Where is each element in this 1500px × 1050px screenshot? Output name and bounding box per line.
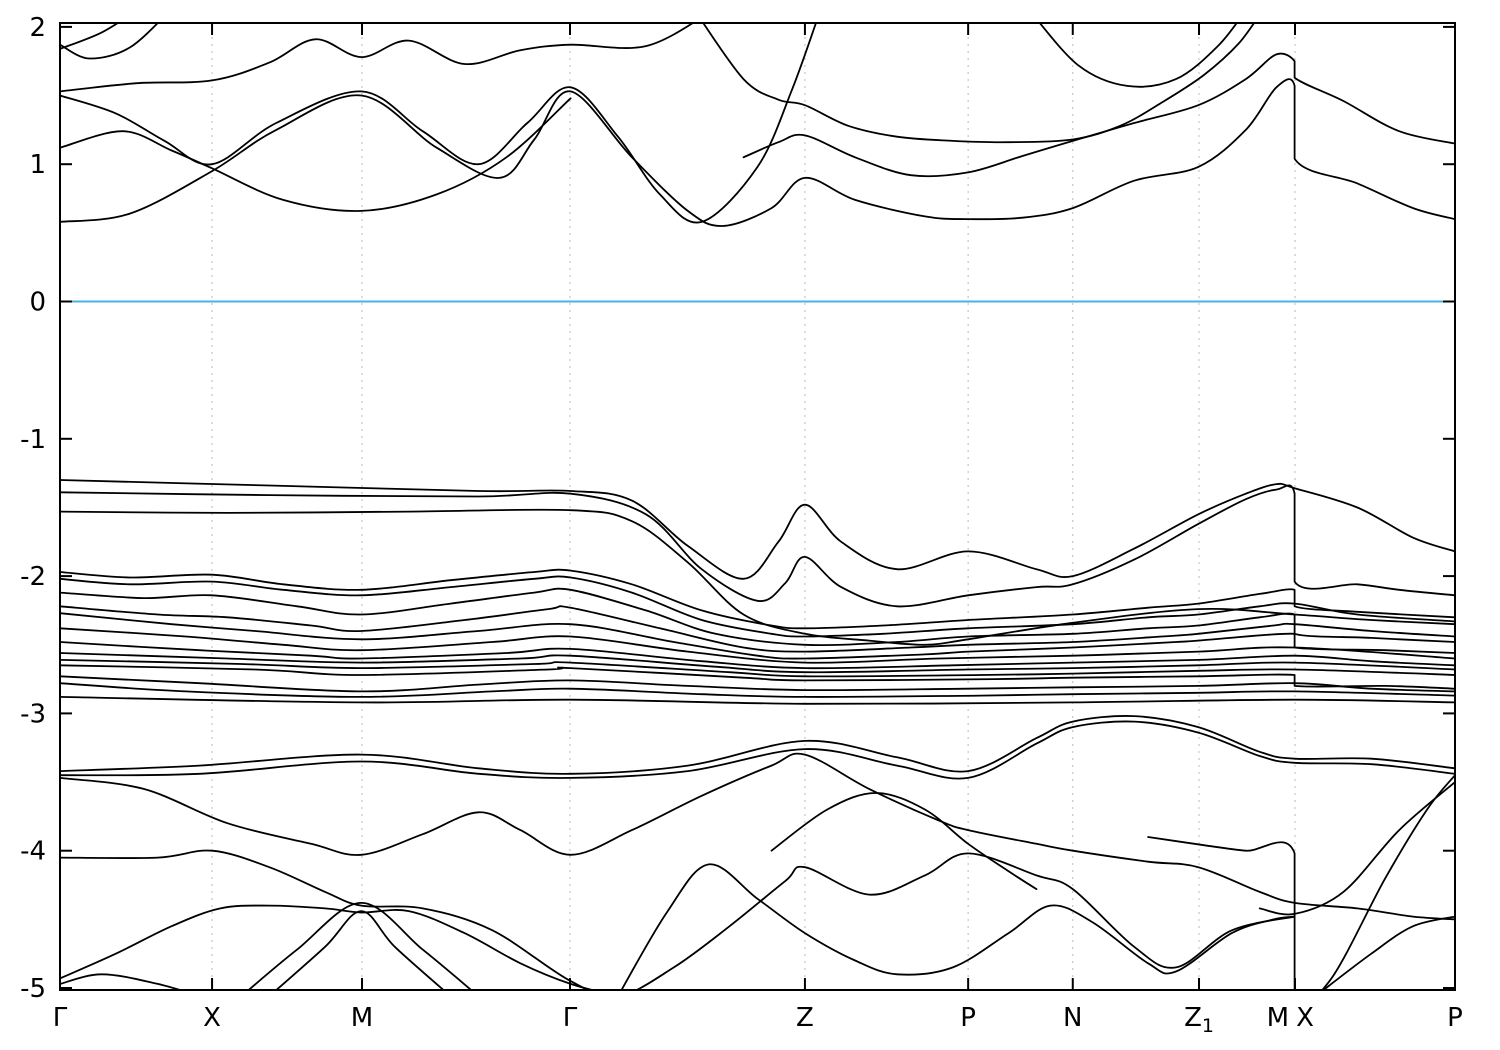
k-gridlines: [211, 23, 1296, 990]
band-line: [620, 863, 1296, 990]
band-line: [60, 641, 1455, 670]
k-point-labels: Γ X M Γ Z P N Z1 M X P: [53, 1003, 1463, 1037]
band-line: [60, 682, 1455, 698]
y-tick-label: -1: [20, 425, 46, 455]
band-line: [60, 605, 1455, 653]
y-tick-label: -3: [20, 699, 46, 729]
band-line: [60, 479, 1455, 580]
energy-bands: [60, 23, 1455, 990]
band-line: [742, 52, 1455, 178]
y-tick-labels: -5 -4 -3 -2 -1 0 1 2: [20, 13, 46, 1004]
axis-ticks: [59, 23, 1456, 990]
band-line: [60, 652, 1455, 674]
band-line: [60, 720, 1455, 780]
y-tick-label: 1: [29, 150, 46, 180]
band-line: [1322, 915, 1455, 990]
band-line: [60, 23, 160, 60]
k-point-label: Z1: [1184, 1003, 1214, 1037]
band-line: [60, 587, 1455, 647]
band-line: [60, 568, 1455, 630]
band-line: [60, 675, 1455, 693]
k-point-label: P: [960, 1003, 976, 1033]
k-point-label: M: [1267, 1003, 1289, 1033]
band-line: [60, 973, 183, 990]
band-line: [60, 752, 1455, 921]
k-point-label: P: [1447, 1003, 1463, 1033]
band-line: [60, 484, 1455, 608]
band-line: [60, 23, 120, 50]
band-line: [60, 508, 1455, 646]
plot-border: [59, 22, 1456, 991]
band-line: [770, 792, 1038, 890]
band-line: [60, 78, 1455, 227]
y-tick-label: 0: [29, 288, 46, 318]
band-line: [1147, 774, 1455, 990]
band-line: [60, 904, 596, 990]
band-line: [60, 664, 1455, 690]
y-tick-label: 2: [29, 13, 46, 43]
band-line: [60, 659, 1455, 678]
band-line: [247, 902, 473, 990]
band-line: [60, 97, 572, 212]
band-line: [60, 849, 1296, 990]
y-tick-label: -5: [20, 974, 46, 1004]
band-line: [60, 23, 817, 224]
k-point-label: Z: [796, 1003, 814, 1033]
k-point-label: X: [203, 1003, 221, 1033]
band-line: [60, 23, 695, 93]
k-point-label: N: [1063, 1003, 1082, 1033]
band-line: [275, 910, 445, 990]
band-line: [60, 575, 1455, 638]
k-point-label: Γ: [53, 1003, 68, 1033]
y-tick-label: -4: [20, 837, 46, 867]
k-point-label: X: [1296, 1003, 1314, 1033]
band-line: [60, 612, 1455, 660]
band-line: [60, 715, 1455, 775]
band-line: [1038, 23, 1238, 88]
k-point-label: M: [351, 1003, 373, 1033]
band-line: [60, 627, 1455, 664]
y-tick-label: -2: [20, 562, 46, 592]
band-line: [702, 23, 1256, 144]
k-point-label: Γ: [563, 1003, 578, 1033]
band-line: [1258, 781, 1455, 916]
band-line: [60, 696, 1455, 705]
